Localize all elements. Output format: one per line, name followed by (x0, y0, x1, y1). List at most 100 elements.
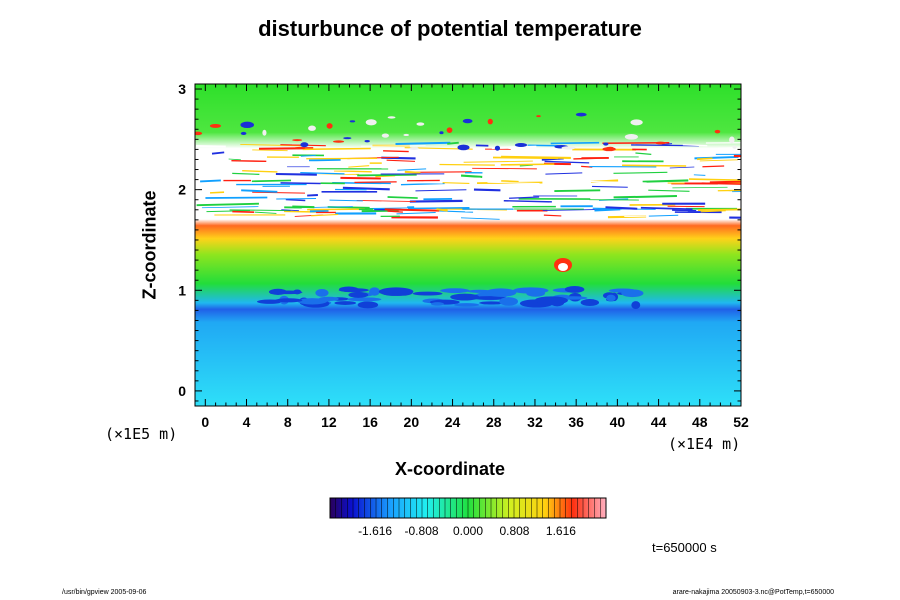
colorbar-ticks: -1.616 -0.808 0.000 0.808 1.616 (358, 524, 576, 538)
turbulence-streak (360, 145, 426, 147)
turbulence-streak (311, 213, 339, 217)
turbulence-streak (329, 199, 363, 202)
wave-blob (262, 129, 267, 136)
turbulence-streak (702, 165, 725, 168)
colorbar-tick-label: -0.808 (405, 524, 439, 538)
turbulence-streak (460, 217, 500, 220)
turbulence-streak (302, 147, 371, 151)
turbulence-streak (280, 182, 321, 185)
heatmap-streaks (195, 112, 741, 309)
cold-blob (564, 285, 585, 293)
turbulence-streak (356, 200, 416, 202)
x-tick-label: 24 (445, 414, 461, 430)
colorbar-tick-label: 0.808 (499, 524, 529, 538)
wave-blob (624, 134, 638, 140)
turbulence-streak (289, 160, 344, 165)
wave-blob (333, 140, 345, 143)
turbulence-streak (500, 163, 555, 166)
cold-blob (412, 291, 443, 296)
turbulence-streak (400, 182, 445, 186)
turbulence-streak (387, 196, 418, 199)
cold-blob (368, 287, 380, 296)
turbulence-streak (285, 198, 306, 202)
plot-frame (194, 83, 742, 407)
footer-left: /usr/bin/gpview 2005-09-06 (62, 589, 147, 596)
cold-blob (430, 302, 444, 306)
turbulence-streak (669, 166, 695, 169)
turbulence-streak (592, 185, 628, 188)
turbulence-streak (342, 186, 390, 191)
turbulence-streak (395, 141, 451, 145)
x-tick-label: 0 (201, 414, 209, 430)
wave-blob (536, 115, 541, 118)
wave-blob (575, 112, 587, 117)
turbulence-streak (552, 167, 575, 171)
turbulence-streak (236, 167, 278, 170)
cold-blob (479, 301, 504, 305)
cold-blob (499, 297, 519, 306)
turbulence-streak (447, 141, 459, 145)
turbulence-streak (487, 181, 540, 184)
wave-blob (561, 146, 576, 150)
turbulence-streak (206, 164, 272, 168)
turbulence-streak (228, 158, 241, 161)
wave-blob (365, 119, 377, 126)
turbulence-streak (408, 206, 470, 210)
wave-blob (462, 118, 473, 124)
turbulence-streak (281, 209, 299, 212)
turbulence-streak (472, 167, 537, 170)
turbulence-streak (544, 160, 590, 164)
turbulence-streak (396, 180, 443, 184)
turbulence-streak (509, 196, 540, 199)
turbulence-streak (355, 179, 370, 182)
turbulence-streak (361, 209, 399, 213)
cold-blob (318, 296, 339, 302)
turbulence-streak (203, 208, 225, 211)
y-tick-label: 0 (178, 383, 186, 399)
turbulence-streak (252, 149, 288, 152)
turbulence-streak (543, 214, 562, 217)
x-tick-label: 28 (486, 414, 502, 430)
y-tick-label: 3 (178, 81, 186, 97)
x-tick-label: 8 (284, 414, 292, 430)
turbulence-streak (386, 159, 416, 162)
turbulence-streak (573, 157, 597, 160)
wave-blob (655, 141, 667, 145)
turbulence-streak (201, 206, 259, 209)
turbulence-streak (642, 179, 689, 183)
wave-blob (195, 131, 203, 136)
turbulence-streak (209, 191, 225, 194)
turbulence-streak (473, 188, 501, 192)
turbulence-streak (387, 210, 403, 213)
turbulence-streak (206, 210, 250, 213)
cold-blob (549, 297, 565, 307)
turbulence-streak (549, 202, 576, 206)
turbulence-streak (613, 195, 677, 199)
turbulence-streak (635, 152, 652, 156)
turbulence-streak (693, 174, 706, 176)
turbulence-streak (415, 189, 467, 192)
wave-blob (343, 137, 352, 140)
turbulence-streak (300, 171, 345, 175)
wave-blob (209, 123, 222, 128)
x-axis-label: X-coordinate (394, 459, 505, 479)
turbulence-streak (242, 170, 278, 173)
turbulence-streak (463, 160, 533, 163)
colorbar-segments (335, 498, 601, 518)
x-tick-label: 52 (733, 414, 749, 430)
turbulence-streak (356, 173, 417, 177)
wave-blob (487, 118, 493, 125)
turbulence-streak (554, 189, 601, 192)
turbulence-streak (275, 172, 317, 176)
turbulence-streak (254, 211, 277, 214)
cold-blob (485, 288, 517, 297)
turbulence-streak (195, 145, 226, 148)
x-axis: 0 4 8 12 16 20 24 28 32 36 40 44 48 52 (201, 84, 749, 430)
turbulence-streak (340, 176, 381, 180)
turbulence-streak (232, 210, 255, 213)
x-tick-label: 20 (404, 414, 420, 430)
cold-blob (608, 288, 637, 293)
cold-blob (472, 296, 507, 300)
wave-blob (457, 144, 470, 151)
turbulence-streak (519, 164, 533, 167)
